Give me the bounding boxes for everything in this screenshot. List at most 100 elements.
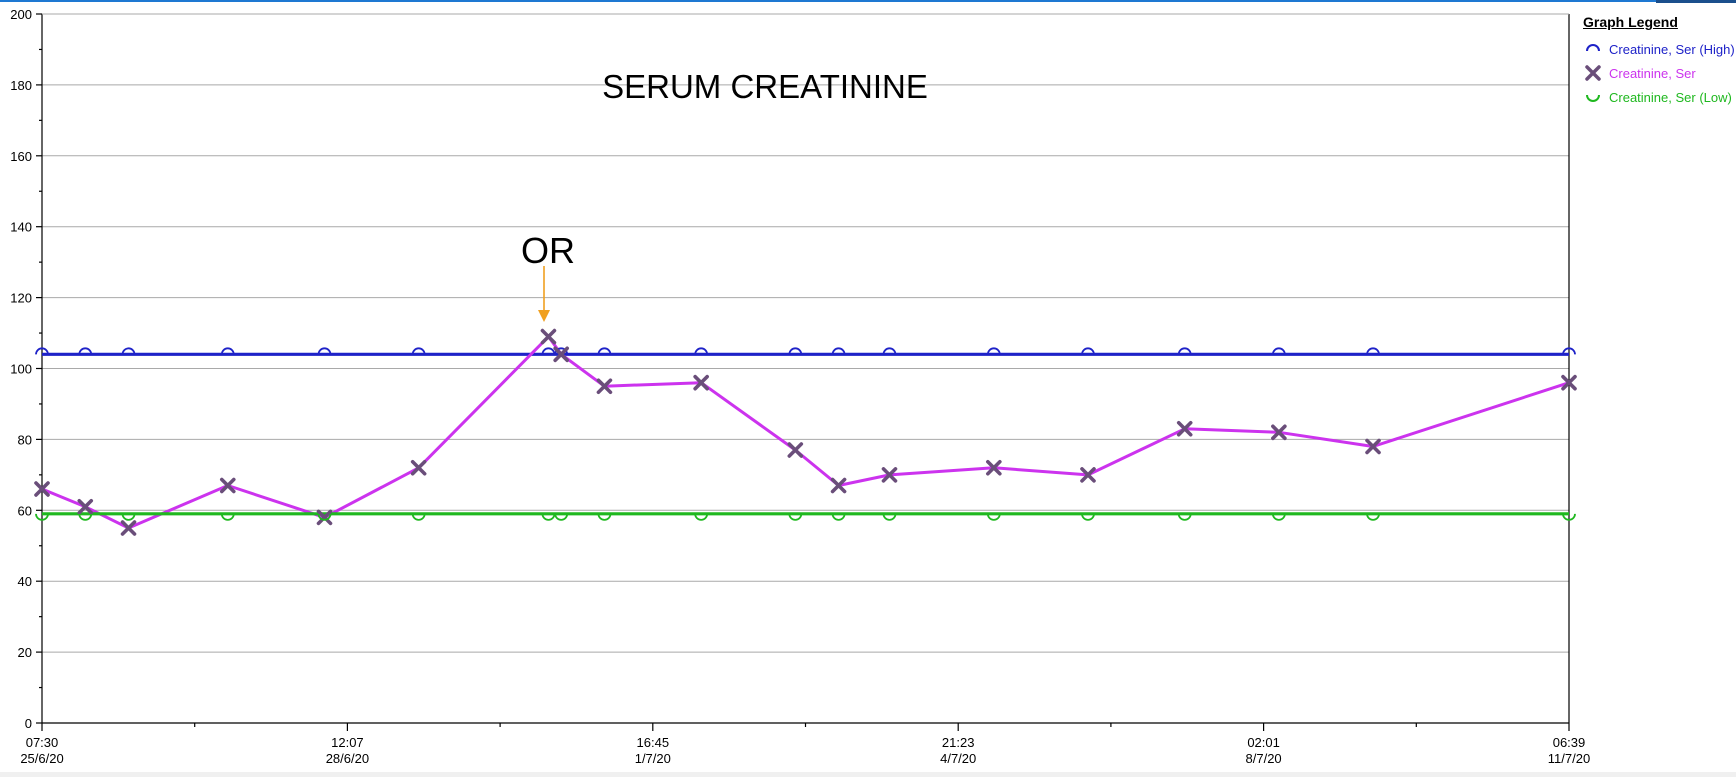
x-mark (1561, 374, 1577, 391)
window-top-accent (1656, 0, 1736, 3)
high-limit-marker (121, 347, 136, 355)
x-tick-date-label: 8/7/20 (1246, 751, 1282, 766)
high-limit-marker (831, 347, 846, 355)
low-limit-marker (882, 513, 897, 521)
high-limit-marker (411, 347, 426, 355)
high-limit-marker (1081, 347, 1095, 355)
low-limit-marker (541, 513, 556, 521)
data-point-x-marker (410, 459, 427, 476)
data-point-x-marker (1561, 374, 1577, 391)
y-tick-label: 40 (18, 574, 32, 589)
data-point-x-marker (881, 467, 898, 483)
y-tick-label: 140 (10, 220, 32, 235)
x-tick-time-label: 02:01 (1247, 735, 1280, 750)
data-point-x-marker (553, 346, 569, 363)
x-mark (881, 467, 898, 483)
low-limit-marker (317, 513, 332, 521)
data-point-x-marker (830, 477, 847, 494)
x-mark (410, 459, 427, 476)
y-tick-label: 0 (25, 716, 32, 731)
data-point-x-marker (120, 520, 137, 536)
legend-title: Graph Legend (1583, 14, 1678, 30)
x-mark (596, 378, 613, 395)
window-bottom-strip (0, 772, 1736, 777)
legend-label-low: Creatinine, Ser (Low) (1609, 89, 1732, 105)
window-top-border (0, 0, 1736, 2)
legend-item-ser: Creatinine, Ser (1583, 61, 1735, 85)
series-line-1 (41, 335, 1570, 530)
x-mark (1080, 467, 1096, 483)
data-point-x-marker (316, 509, 333, 526)
graph-legend: Graph Legend Creatinine, Ser (High) Crea… (1583, 14, 1735, 109)
data-point-x-marker (540, 328, 557, 345)
x-tick-date-label: 25/6/20 (20, 751, 63, 766)
low-limit-marker (788, 513, 803, 521)
x-mark (34, 481, 50, 497)
high-limit-marker (597, 347, 612, 355)
y-tick-label: 20 (18, 645, 32, 660)
x-mark (1176, 420, 1193, 437)
x-mark (787, 442, 804, 458)
data-point-x-marker (1365, 438, 1381, 455)
data-point-x-marker (77, 498, 94, 515)
x-tick-time-label: 12:07 (331, 735, 364, 750)
high-limit-marker (694, 347, 709, 355)
legend-item-high: Creatinine, Ser (High) (1583, 37, 1735, 61)
low-limit-marker (1366, 513, 1380, 521)
low-limit-marker (220, 513, 235, 521)
low-limit-marker (35, 513, 49, 521)
x-mark-icon (1585, 65, 1601, 81)
x-tick-date-label: 28/6/20 (326, 751, 369, 766)
x-mark (553, 346, 569, 363)
x-mark (219, 477, 236, 494)
high-limit-marker (986, 347, 1001, 355)
low-limit-marker (78, 513, 93, 521)
high-limit-marker (317, 347, 332, 355)
y-tick-label: 60 (18, 503, 32, 518)
data-point-x-marker (1176, 420, 1193, 437)
x-tick-date-label: 4/7/20 (940, 751, 976, 766)
y-tick-label: 160 (10, 149, 32, 164)
chart-title: SERUM CREATININE (602, 68, 928, 105)
x-mark (693, 374, 709, 391)
y-tick-label: 80 (18, 432, 32, 447)
high-limit-marker (541, 347, 556, 355)
high-limit-marker (1177, 347, 1192, 355)
y-tick-label: 200 (10, 7, 32, 22)
low-limit-marker (986, 513, 1001, 521)
high-limit-marker (1366, 347, 1380, 355)
x-mark (120, 520, 137, 536)
low-limit-marker (694, 513, 709, 521)
x-mark (1271, 424, 1287, 441)
high-limit-marker (882, 347, 897, 355)
legend-item-low: Creatinine, Ser (Low) (1583, 85, 1735, 109)
data-point-x-marker (1271, 424, 1287, 441)
x-mark (986, 459, 1002, 476)
x-mark (540, 328, 557, 345)
x-tick-time-label: 16:45 (637, 735, 670, 750)
y-tick-label: 100 (10, 362, 32, 377)
x-mark (830, 477, 847, 494)
x-tick-date-label: 1/7/20 (635, 751, 671, 766)
low-limit-marker (831, 513, 846, 521)
y-tick-label: 180 (10, 78, 32, 93)
data-point-x-marker (596, 378, 613, 395)
gridlines (42, 13, 1569, 653)
data-point-x-marker (34, 481, 50, 497)
data-point-x-marker (1080, 467, 1096, 483)
data-point-x-marker (787, 442, 804, 458)
high-limit-marker (35, 347, 49, 355)
x-tick-time-label: 06:39 (1553, 735, 1586, 750)
legend-label-high: Creatinine, Ser (High) (1609, 41, 1735, 57)
data-point-x-marker (693, 374, 709, 391)
low-limit-marker (411, 513, 426, 521)
high-limit-marker (788, 347, 803, 355)
x-mark (1365, 438, 1381, 455)
annotation-label: OR (521, 230, 575, 271)
high-limit-marker (78, 347, 93, 355)
low-limit-marker (1081, 513, 1095, 521)
annotation-arrowhead (538, 310, 550, 322)
x-tick-time-label: 07:30 (26, 735, 59, 750)
